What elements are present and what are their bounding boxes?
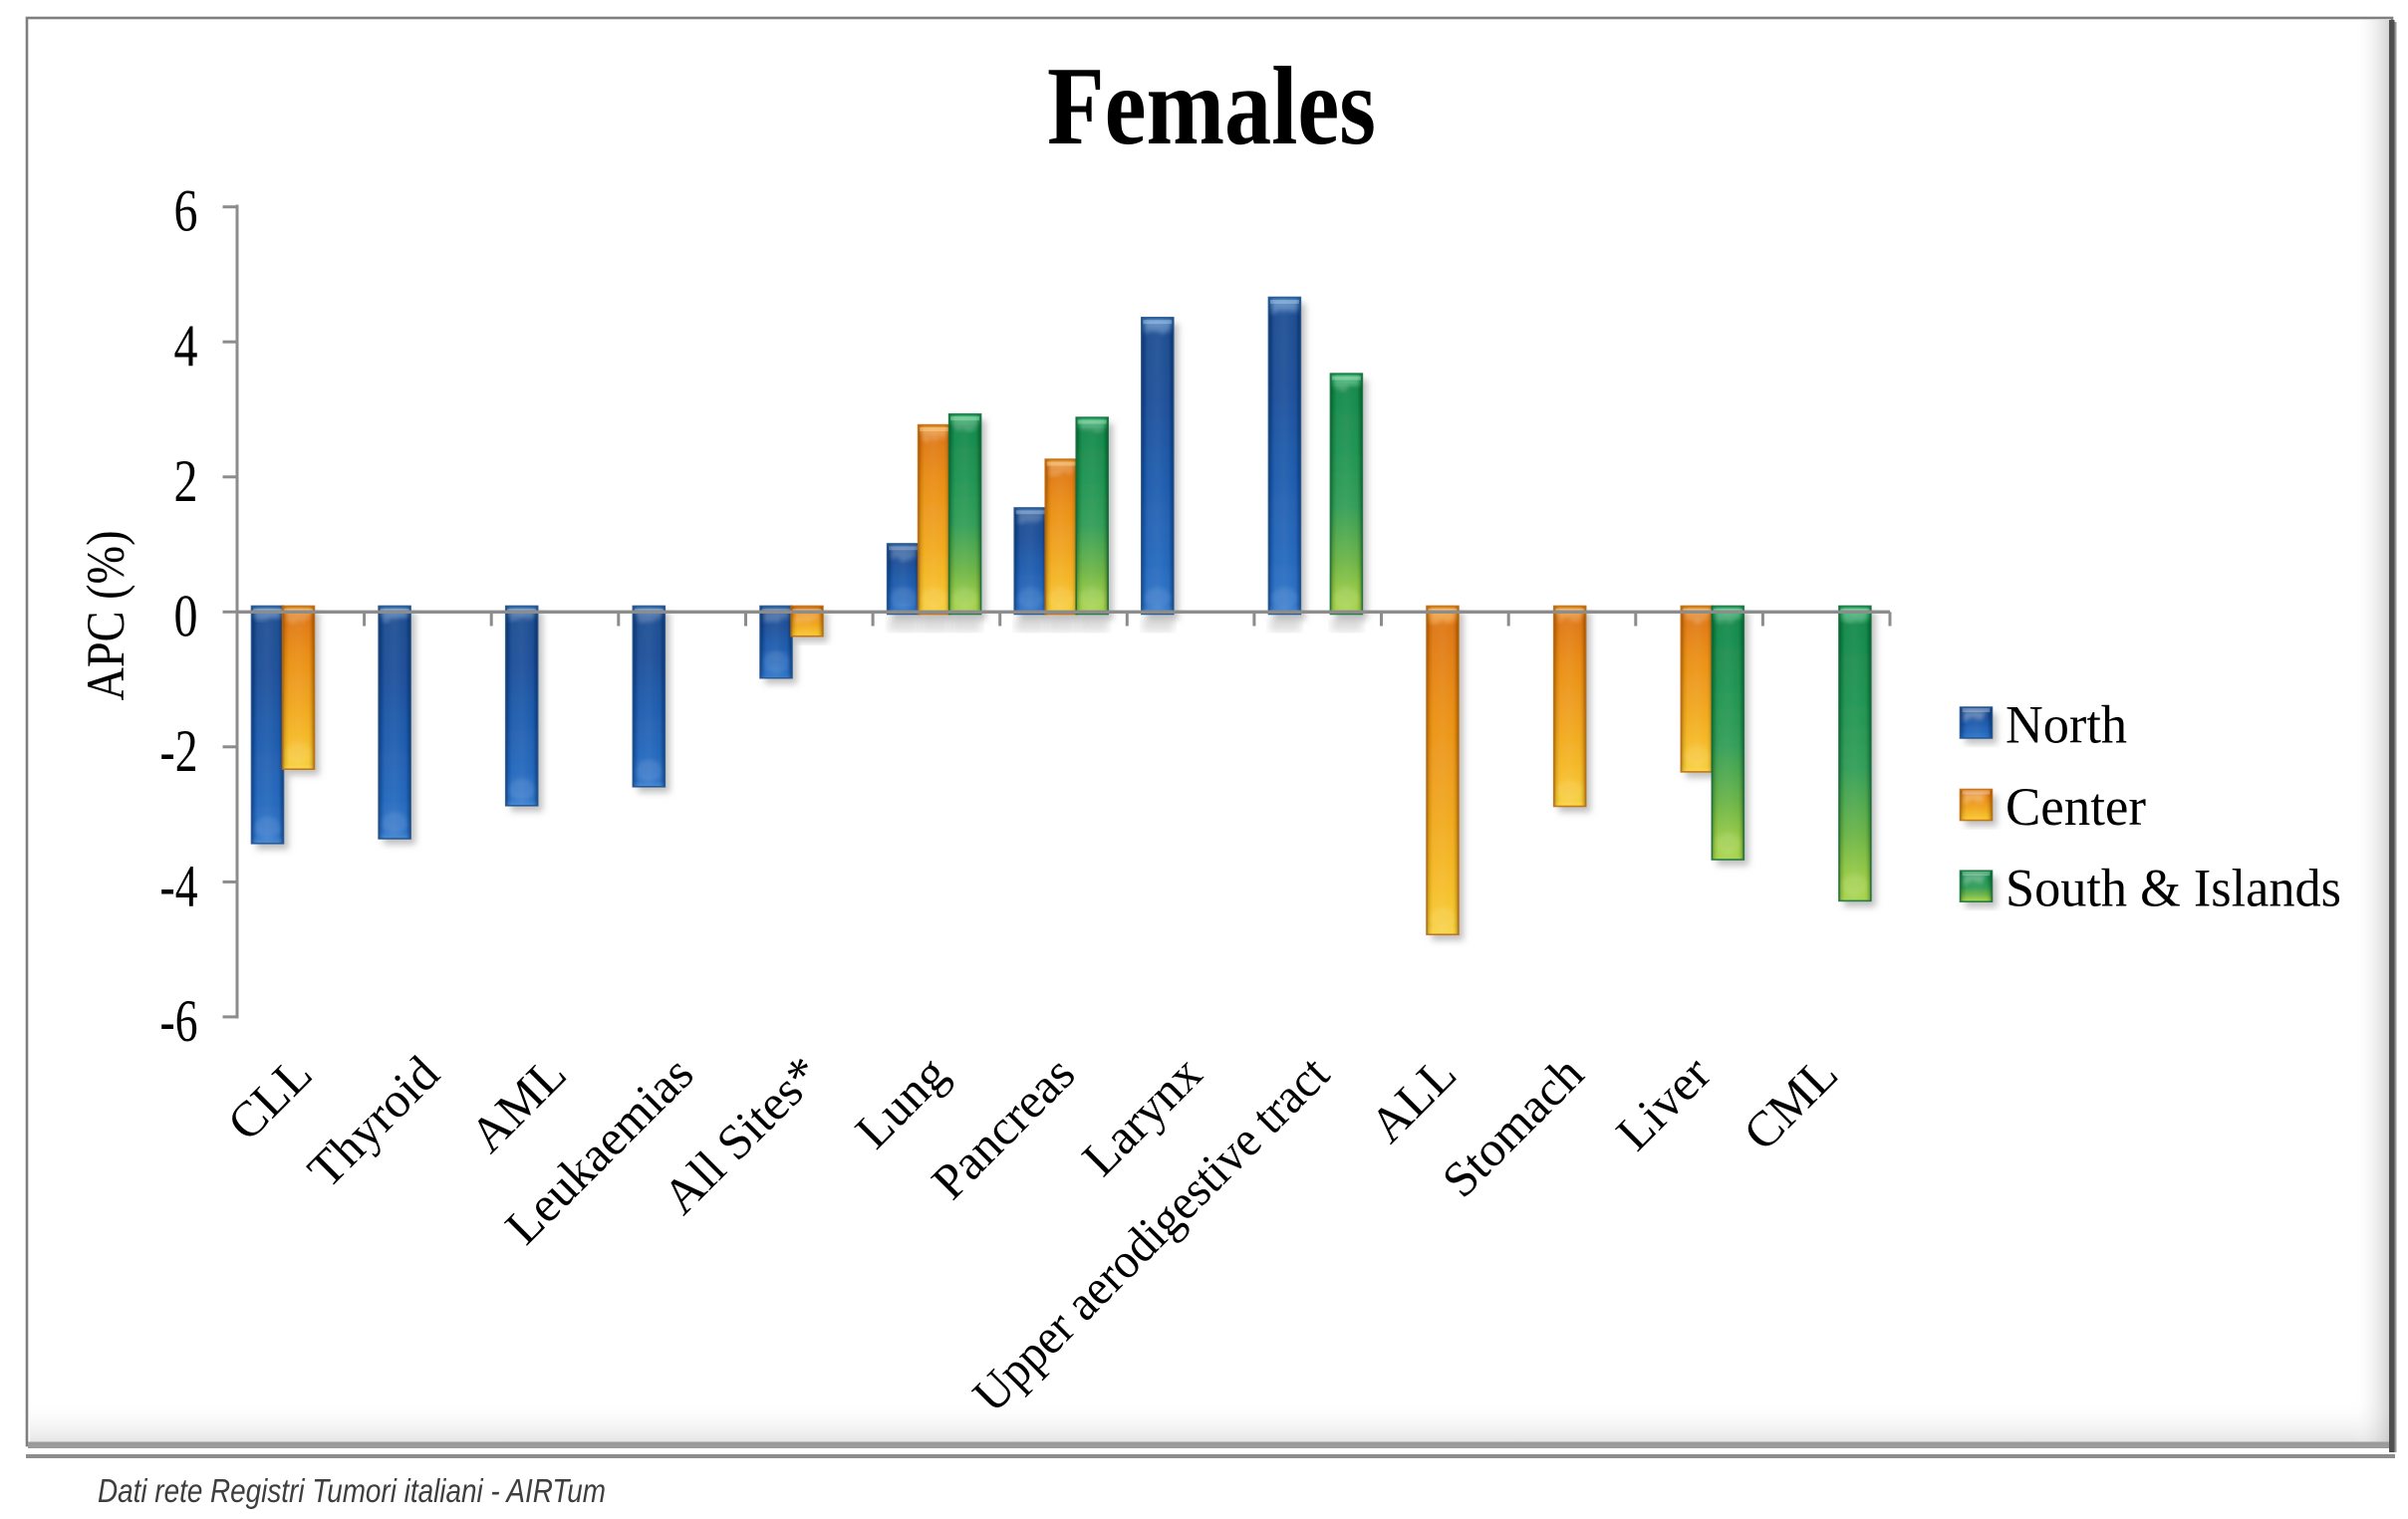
svg-text:Dati rete Registri Tumori ital: Dati rete Registri Tumori italiani - AIR… — [98, 1472, 606, 1509]
svg-text:6: 6 — [174, 178, 198, 244]
svg-text:0: 0 — [174, 583, 198, 648]
svg-text:-4: -4 — [160, 853, 198, 918]
svg-text:-2: -2 — [160, 718, 198, 784]
svg-text:2: 2 — [174, 448, 198, 514]
svg-text:-6: -6 — [160, 988, 198, 1054]
svg-text:4: 4 — [174, 313, 198, 379]
svg-text:Females: Females — [1047, 45, 1376, 168]
svg-text:APC (%): APC (%) — [76, 531, 135, 701]
svg-text:Center: Center — [2006, 777, 2146, 837]
svg-text:North: North — [2006, 695, 2127, 755]
svg-text:South & Islands: South & Islands — [2006, 859, 2341, 918]
